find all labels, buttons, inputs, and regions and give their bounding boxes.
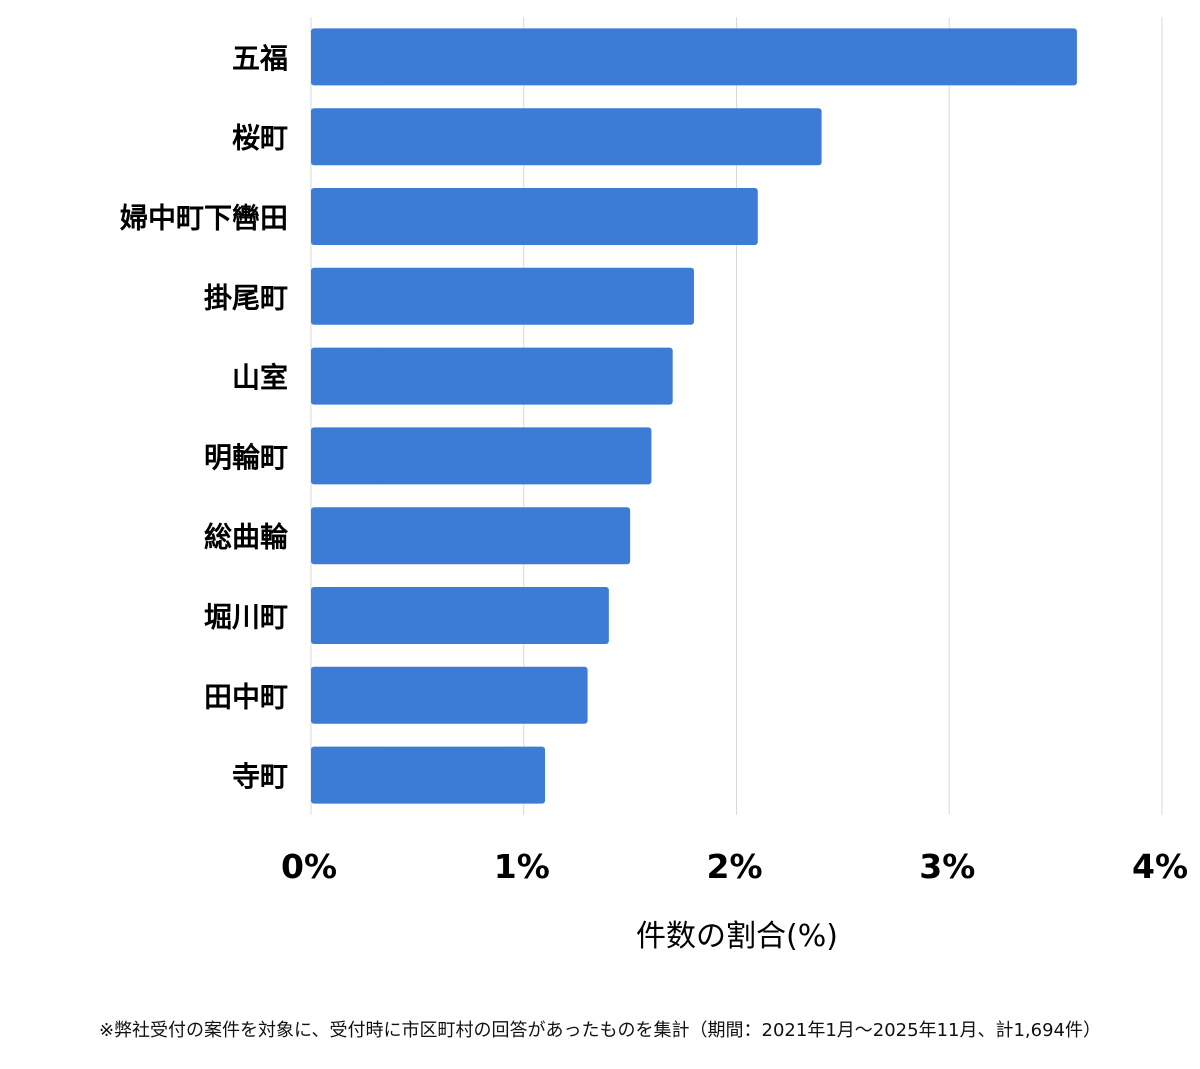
footnote: ※弊社受付の案件を対象に、受付時に市区町村の回答があったものを集計（期間：202…: [98, 1020, 1102, 1041]
x-tick-label: 1%: [494, 847, 550, 886]
bar: [311, 108, 822, 166]
category-label: 田中町: [204, 680, 288, 713]
category-label: 婦中町下轡田: [120, 202, 288, 235]
bar: [311, 28, 1077, 86]
bar: [311, 666, 588, 724]
bar: [311, 347, 673, 405]
bar: [311, 427, 652, 485]
category-label: 山室: [232, 361, 288, 394]
x-tick-label: 4%: [1132, 847, 1188, 886]
bar: [311, 746, 546, 804]
x-tick-label: 0%: [281, 847, 337, 886]
bar: [311, 188, 758, 245]
x-tick-label: 2%: [707, 847, 763, 886]
category-label: 総曲輪: [204, 521, 289, 554]
bars: [311, 28, 1077, 804]
x-tick-label: 3%: [919, 847, 975, 886]
category-label: 桜町: [232, 122, 288, 155]
category-label: 明輪町: [204, 441, 288, 474]
category-label: 寺町: [232, 760, 288, 793]
category-label: 掛尾町: [204, 281, 288, 314]
x-tick-labels: 0% 1% 2% 3% 4%: [281, 847, 1188, 886]
bar: [311, 587, 609, 644]
category-label: 堀川町: [204, 601, 288, 634]
bar: [311, 267, 694, 325]
x-axis-title: 件数の割合(%): [636, 919, 838, 954]
bar: [311, 507, 631, 565]
category-label: 五福: [232, 42, 288, 75]
